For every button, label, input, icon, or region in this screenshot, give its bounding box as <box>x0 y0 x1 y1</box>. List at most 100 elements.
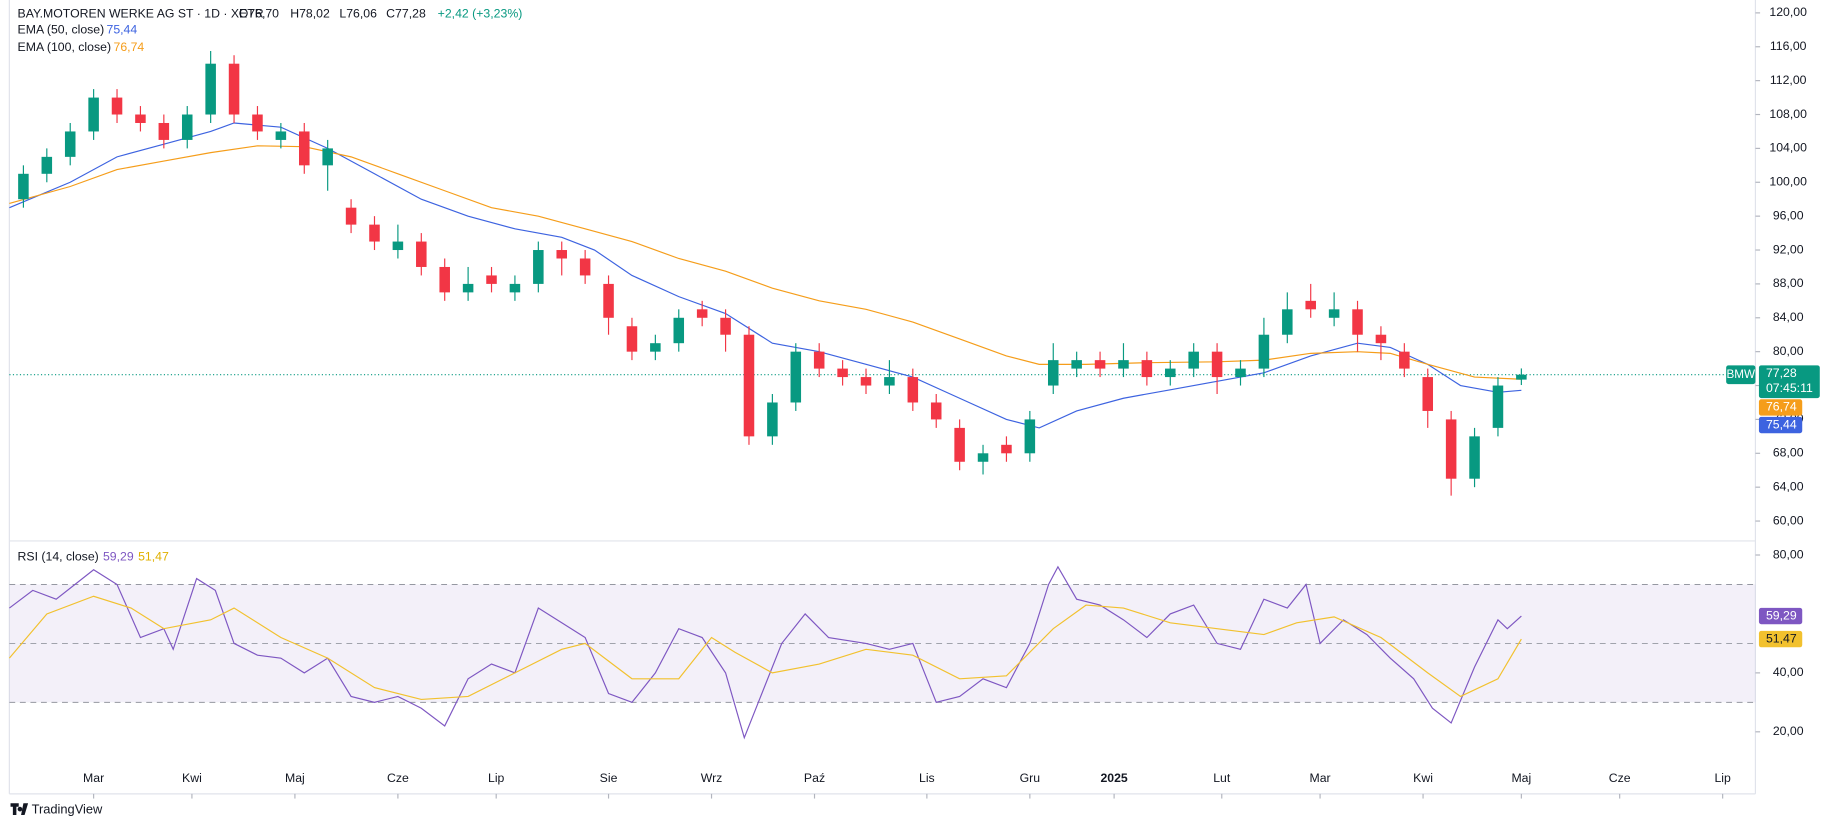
price-tick-label: 68,00 <box>1773 446 1804 460</box>
ohlc-open: O76,70 <box>239 6 279 20</box>
time-tick-label: Lip <box>1714 771 1731 785</box>
candle-body <box>1235 368 1246 378</box>
candle-body <box>907 377 919 403</box>
candle-body <box>673 317 685 344</box>
candle-body <box>790 351 802 403</box>
candle-body <box>1282 309 1293 335</box>
rsi-legend-name: RSI (14, close) <box>18 550 99 564</box>
candle-body <box>111 97 123 115</box>
price-tick-label: 84,00 <box>1773 310 1804 324</box>
candle-body <box>275 131 287 140</box>
price-tick-label: 120,00 <box>1769 5 1807 19</box>
candle-body <box>860 377 872 386</box>
candle-body <box>556 250 568 259</box>
rsi-line <box>9 565 1522 740</box>
candle-body <box>954 427 965 462</box>
symbol-tag-label: BMW <box>1727 368 1756 381</box>
time-tick-label: Sie <box>600 771 618 785</box>
symbol-tag <box>1726 365 1756 385</box>
candle-body <box>369 224 380 242</box>
rsi-value-tag <box>1758 607 1803 625</box>
candle-body <box>1422 377 1434 411</box>
time-tick-label: Cze <box>1609 771 1631 785</box>
candle-body <box>322 148 333 166</box>
time-tick-label: Lip <box>488 771 505 785</box>
ema-price-tag <box>1758 399 1803 416</box>
candle-body <box>720 317 731 335</box>
price-tick-label: 108,00 <box>1769 107 1807 121</box>
candle-body <box>1141 360 1153 378</box>
price-tick-label: 100,00 <box>1769 175 1807 189</box>
candle-body <box>1352 309 1363 335</box>
candle-body <box>930 402 942 420</box>
candle-body <box>1001 444 1012 454</box>
candle-body <box>462 283 474 293</box>
ema-price-label: 75,44 <box>1766 417 1797 431</box>
candle-body <box>64 131 76 157</box>
candle-body <box>299 131 310 166</box>
time-tick-label: 2025 <box>1100 771 1127 785</box>
candle-body <box>88 97 99 132</box>
price-tick-label: 80,00 <box>1773 344 1804 358</box>
rsi-value-label: 51,47 <box>1766 631 1797 645</box>
candle-body <box>252 114 263 132</box>
logo-icon <box>10 803 29 815</box>
candle-body <box>158 122 170 140</box>
ohlc-close: C77,28 <box>386 6 426 20</box>
footer-brand: TradingView <box>32 802 103 817</box>
candle-body <box>1118 360 1129 369</box>
candle-body <box>1258 334 1270 369</box>
symbol-title: BAY.MOTOREN WERKE AG ST · 1D · XETR <box>18 6 264 20</box>
rsi-band <box>9 584 1756 703</box>
candle-body <box>18 173 29 200</box>
rsi-value-label: 59,29 <box>1766 608 1797 622</box>
candle-body <box>1328 309 1340 318</box>
legend-name: EMA (50, close) <box>18 23 105 37</box>
rsi-tick-label: 20,00 <box>1773 724 1804 738</box>
candle-body <box>486 275 497 284</box>
time-tick-label: Mar <box>1310 771 1331 785</box>
price-tick-label: 112,00 <box>1770 73 1807 87</box>
rsi-legend-value: 59,29 <box>103 550 134 564</box>
time-tick-label: Cze <box>387 771 409 785</box>
legend-value: 75,44 <box>106 23 137 37</box>
time-tick-label: Maj <box>1511 771 1531 785</box>
candle-body <box>1399 351 1410 369</box>
candle-body <box>392 241 404 251</box>
candle-body <box>1165 368 1176 378</box>
time-tick-label: Wrz <box>701 771 723 785</box>
price-tick-label: 96,00 <box>1773 208 1804 222</box>
candle-body <box>509 283 521 293</box>
legend-name: EMA (100, close) <box>18 40 111 54</box>
time-tick-label: Kwi <box>182 771 202 785</box>
candle-body <box>813 351 825 369</box>
candle-body <box>1024 419 1036 454</box>
rsi-line <box>8 595 1522 700</box>
rsi-tick-label: 40,00 <box>1773 665 1804 679</box>
candle-body <box>1375 334 1387 344</box>
time-tick-label: Lut <box>1213 771 1231 785</box>
time-tick-label: Kwi <box>1413 771 1433 785</box>
candle-body <box>650 343 661 352</box>
change: +2,42 (+3,23%) <box>438 6 523 20</box>
candle-body <box>837 368 848 378</box>
price-tick-label: 116,00 <box>1770 39 1807 53</box>
candle-body <box>743 334 755 437</box>
candle-body <box>767 402 778 437</box>
ohlc-high: H78,02 <box>290 6 330 20</box>
last-price-label: 77,28 <box>1766 366 1797 380</box>
candle-body <box>1047 360 1059 386</box>
ema-price-tag <box>1758 416 1803 434</box>
candle-body <box>884 377 895 386</box>
candle-body <box>41 156 53 174</box>
time-tick-label: Paź <box>804 771 825 785</box>
ema-line <box>9 145 1522 380</box>
candle-body <box>181 114 193 140</box>
candle-body <box>1492 385 1504 428</box>
candle-body <box>1094 360 1106 369</box>
rsi-tick-label: 80,00 <box>1773 547 1804 561</box>
candle-body <box>416 241 427 267</box>
